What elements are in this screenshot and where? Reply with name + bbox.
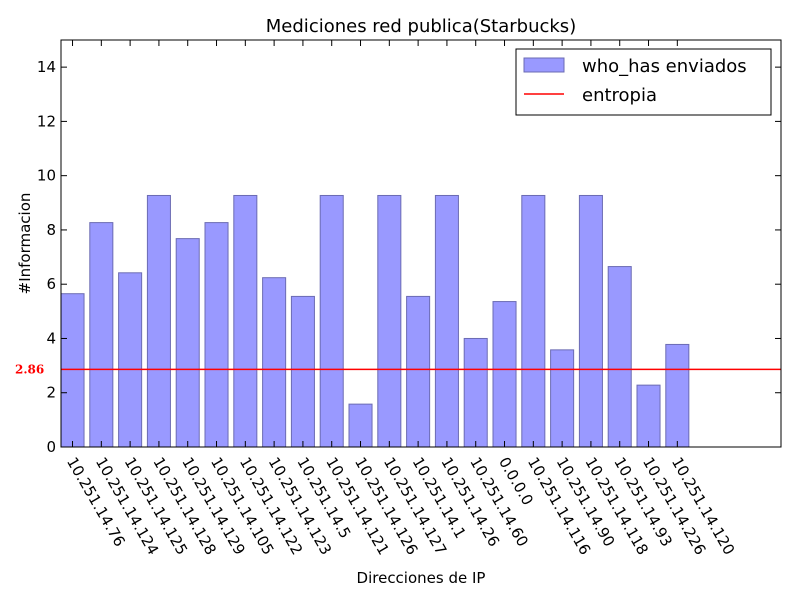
bar-10.251.14.1 xyxy=(406,295,431,448)
bar-10.251.14.90 xyxy=(550,349,575,448)
bar-10.251.14.129 xyxy=(175,238,200,448)
bar-10.251.14.226 xyxy=(636,384,661,448)
y-ticks: 0 2 4 6 8 10 12 14 xyxy=(37,58,781,456)
bar-10.251.14.118 xyxy=(578,194,603,448)
bar-10.251.14.93 xyxy=(607,266,632,448)
entropia-line-group: 2.86 xyxy=(15,362,781,376)
bar-10.251.14.121 xyxy=(319,194,344,448)
bar-10.251.14.124 xyxy=(89,222,114,448)
y-tick-label: 8 xyxy=(46,221,56,239)
y-tick-label: 0 xyxy=(46,438,56,456)
bar-10.251.14.126 xyxy=(348,403,373,448)
bars-group xyxy=(60,194,690,448)
chart-title: Mediciones red publica(Starbucks) xyxy=(266,16,576,37)
y-tick-label: 6 xyxy=(46,275,56,293)
y-tick-label: 12 xyxy=(37,112,56,130)
legend-label-line: entropia xyxy=(582,85,657,106)
bar-10.251.14.123 xyxy=(262,277,287,448)
bar-10.251.14.116 xyxy=(521,194,546,448)
y-tick-label: 4 xyxy=(46,329,56,347)
bar-10.251.14.122 xyxy=(233,194,258,448)
plot-frame xyxy=(60,39,782,448)
bar-10.251.14.127 xyxy=(377,194,402,448)
y-tick-label: 2 xyxy=(46,384,56,402)
bar-10.251.14.76 xyxy=(60,293,85,448)
entropia-value-label: 2.86 xyxy=(15,362,44,376)
bar-10.251.14.120 xyxy=(665,343,690,448)
bar-10.251.14.105 xyxy=(204,222,229,448)
bar-0.0.0.0 xyxy=(492,301,517,448)
bar-10.251.14.60 xyxy=(463,337,488,448)
y-tick-label: 14 xyxy=(37,58,56,76)
x-axis-label: Direcciones de IP xyxy=(357,569,486,587)
legend: who_has enviados entropia xyxy=(515,48,772,116)
bar-10.251.14.128 xyxy=(146,194,171,448)
bar-10.251.14.125 xyxy=(118,272,143,448)
legend-swatch-bars xyxy=(523,57,565,73)
y-axis-label: #Informacion xyxy=(16,193,34,295)
bar-10.251.14.5 xyxy=(290,295,315,448)
y-tick-label: 10 xyxy=(37,167,56,185)
bar-10.251.14.26 xyxy=(434,194,459,448)
legend-label-bars: who_has enviados xyxy=(582,56,747,77)
